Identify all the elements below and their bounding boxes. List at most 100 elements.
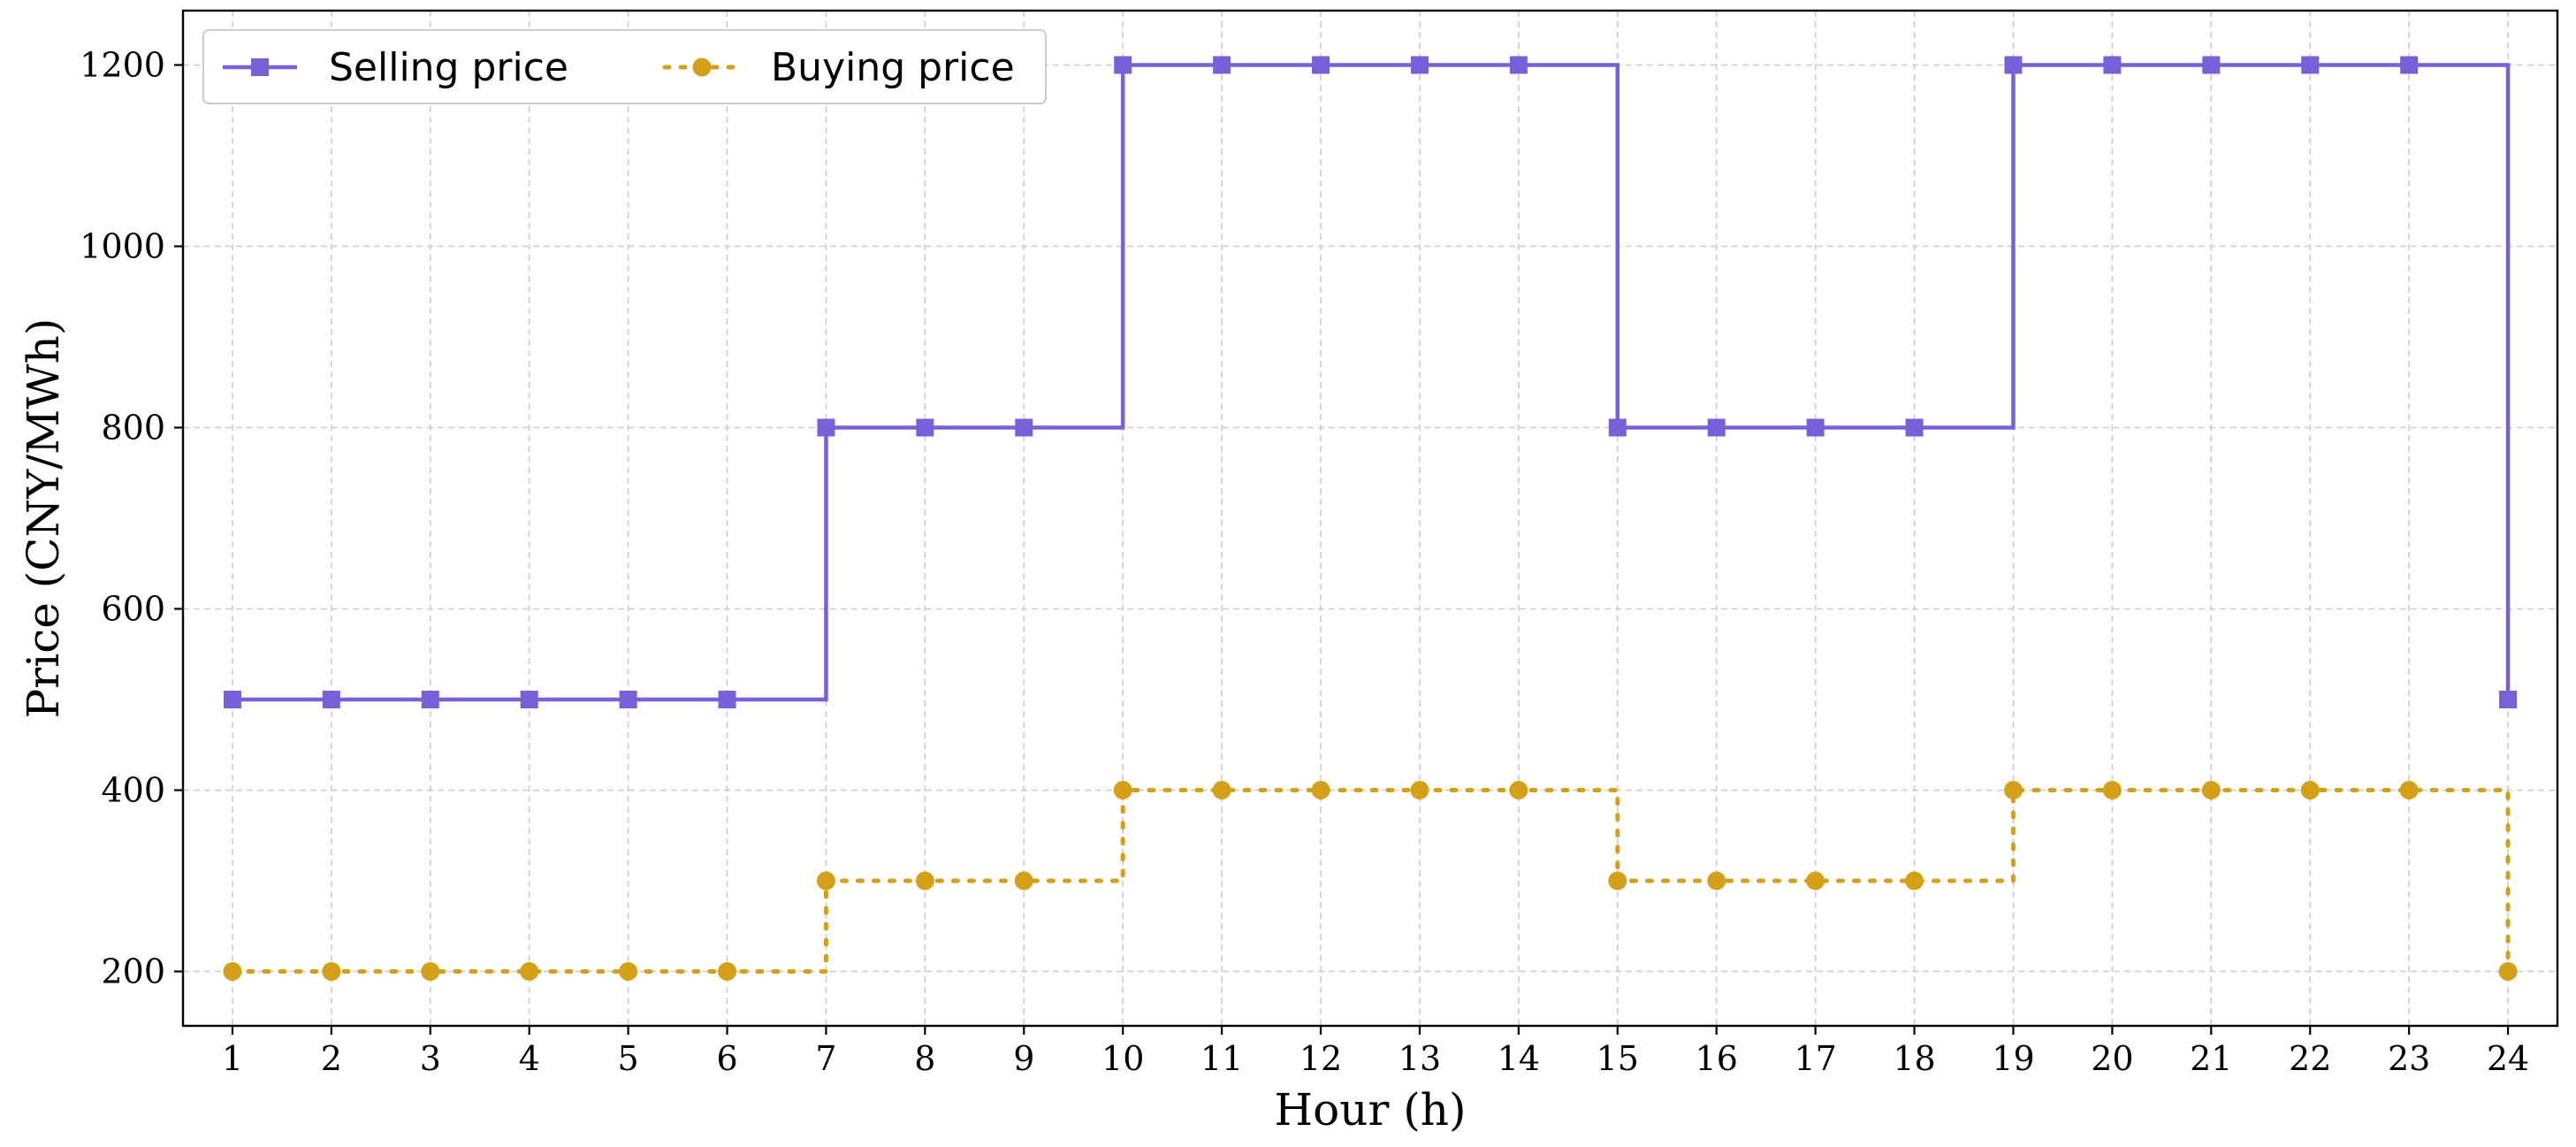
x-tick-label: 13 bbox=[1399, 1039, 1441, 1078]
x-tick-label: 10 bbox=[1101, 1039, 1144, 1078]
x-tick-label: 18 bbox=[1893, 1039, 1935, 1078]
legend-label: Buying price bbox=[771, 45, 1015, 90]
data-point bbox=[2102, 781, 2122, 799]
x-tick-label: 3 bbox=[420, 1039, 441, 1078]
data-point bbox=[1806, 418, 1825, 437]
x-tick-label: 20 bbox=[2091, 1039, 2133, 1078]
data-point bbox=[2202, 56, 2221, 74]
data-point bbox=[1213, 56, 1231, 74]
data-point bbox=[2103, 56, 2122, 74]
legend-box bbox=[202, 29, 1047, 104]
y-axis-title: Price (CNY/MWh) bbox=[18, 318, 69, 719]
data-point bbox=[2301, 56, 2320, 74]
data-point bbox=[2400, 56, 2419, 74]
data-point bbox=[2498, 962, 2518, 981]
data-point bbox=[322, 691, 340, 708]
legend-entry: Buying price bbox=[662, 45, 1015, 90]
data-point bbox=[619, 962, 638, 981]
legend-label: Selling price bbox=[329, 45, 568, 90]
data-point bbox=[2201, 781, 2221, 799]
data-point bbox=[1311, 781, 1330, 799]
data-point bbox=[421, 962, 440, 981]
x-tick-label: 2 bbox=[321, 1039, 342, 1078]
data-point bbox=[520, 691, 538, 708]
data-point bbox=[1410, 56, 1429, 74]
x-axis-title: Hour (h) bbox=[1275, 1084, 1467, 1136]
data-point bbox=[619, 691, 637, 708]
data-point bbox=[1212, 781, 1231, 799]
y-axis-ticks: 200 400 600 800 1000 1200 bbox=[80, 46, 183, 991]
data-point bbox=[1707, 871, 1726, 891]
data-point bbox=[1608, 871, 1627, 891]
grid-lines bbox=[183, 11, 2557, 1026]
x-tick-label: 8 bbox=[914, 1039, 935, 1078]
data-point bbox=[2300, 781, 2320, 799]
legend: Selling price Buying price bbox=[202, 29, 1047, 104]
data-point bbox=[1905, 871, 1924, 891]
data-point bbox=[718, 691, 736, 708]
data-point bbox=[1707, 418, 1726, 437]
x-tick-label: 15 bbox=[1597, 1039, 1639, 1078]
x-axis-ticks: 1 2 3 4 5 6 7 8 9 10 11 12 13 14 15 16 17 18 19 20 21 22 23 24 bbox=[222, 1026, 2529, 1078]
data-point bbox=[1114, 56, 1132, 74]
data-point bbox=[718, 962, 737, 981]
data-point bbox=[1509, 781, 1528, 799]
data-point bbox=[1113, 781, 1132, 799]
series-0 bbox=[223, 56, 2518, 708]
legend-items: Selling price Buying price bbox=[223, 45, 1015, 90]
x-tick-label: 11 bbox=[1200, 1039, 1243, 1078]
x-tick-label: 4 bbox=[519, 1039, 540, 1078]
y-tick-label: 600 bbox=[101, 590, 165, 629]
data-point bbox=[520, 962, 539, 981]
data-point bbox=[2399, 781, 2419, 799]
data-point bbox=[1905, 418, 1924, 437]
data-point bbox=[1015, 418, 1033, 437]
x-tick-label: 6 bbox=[716, 1039, 737, 1078]
x-tick-label: 24 bbox=[2487, 1039, 2529, 1078]
data-point bbox=[2003, 781, 2023, 799]
data-point bbox=[223, 691, 241, 708]
series-line bbox=[230, 788, 2511, 974]
data-point bbox=[223, 962, 242, 981]
x-tick-label: 14 bbox=[1498, 1039, 1540, 1078]
y-tick-label: 1000 bbox=[80, 227, 165, 266]
data-point bbox=[322, 962, 341, 981]
y-tick-label: 1200 bbox=[80, 46, 165, 85]
legend-marker bbox=[251, 58, 269, 76]
x-tick-label: 5 bbox=[618, 1039, 639, 1078]
x-tick-label: 17 bbox=[1794, 1039, 1836, 1078]
legend-marker bbox=[692, 57, 712, 77]
x-tick-label: 22 bbox=[2289, 1039, 2331, 1078]
legend-entry: Selling price bbox=[223, 45, 568, 90]
x-tick-label: 16 bbox=[1696, 1039, 1738, 1078]
x-tick-label: 23 bbox=[2388, 1039, 2430, 1078]
series-line bbox=[232, 63, 2511, 702]
data-point bbox=[1014, 871, 1033, 891]
x-tick-label: 12 bbox=[1299, 1039, 1342, 1078]
x-tick-label: 7 bbox=[815, 1039, 836, 1078]
y-tick-label: 200 bbox=[101, 952, 165, 991]
x-tick-label: 21 bbox=[2190, 1039, 2232, 1078]
x-tick-label: 9 bbox=[1013, 1039, 1034, 1078]
data-point bbox=[1806, 871, 1825, 891]
data-point bbox=[915, 871, 934, 891]
data-point bbox=[1312, 56, 1330, 74]
series-1 bbox=[223, 781, 2518, 981]
data-point bbox=[817, 418, 835, 437]
data-point bbox=[1410, 781, 1429, 799]
x-tick-label: 19 bbox=[1992, 1039, 2034, 1078]
data-point bbox=[1509, 56, 1528, 74]
y-tick-label: 400 bbox=[101, 771, 165, 810]
data-point bbox=[816, 871, 835, 891]
x-tick-label: 1 bbox=[222, 1039, 243, 1078]
plot-frame bbox=[181, 9, 2559, 1028]
data-point bbox=[421, 691, 439, 708]
data-point bbox=[2004, 56, 2023, 74]
data-point bbox=[916, 418, 934, 437]
y-tick-label: 800 bbox=[101, 409, 165, 447]
data-point bbox=[2499, 691, 2518, 708]
series-layer bbox=[223, 56, 2518, 981]
data-point bbox=[1608, 418, 1627, 437]
